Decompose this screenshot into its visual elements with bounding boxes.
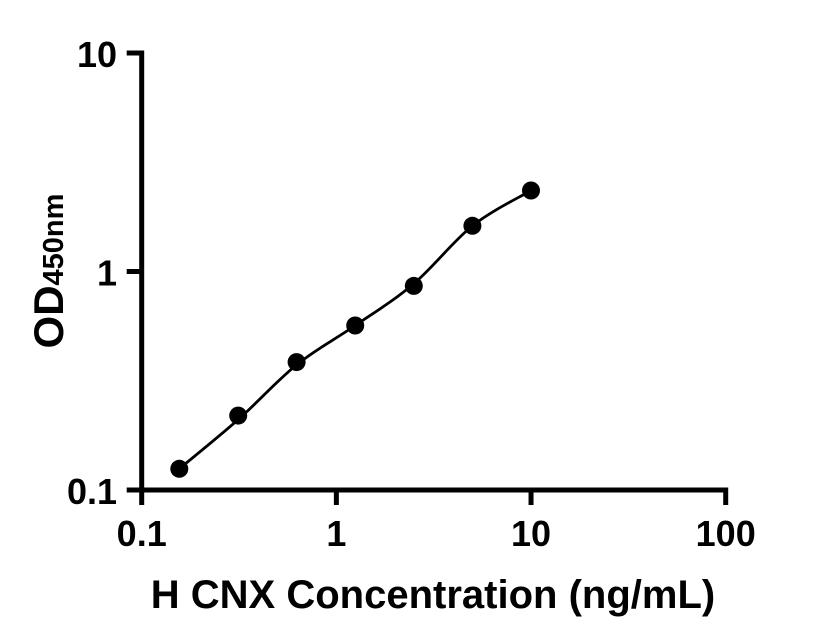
y-axis-title-subscript: 450nm bbox=[38, 194, 70, 286]
x-tick-label: 10 bbox=[511, 513, 551, 554]
data-point bbox=[287, 353, 306, 372]
data-point bbox=[170, 459, 189, 478]
y-tick-label: 10 bbox=[77, 34, 117, 75]
y-tick-label: 1 bbox=[97, 253, 117, 294]
data-point bbox=[463, 216, 482, 235]
y-tick-label: 0.1 bbox=[67, 471, 117, 512]
y-axis-title-main: OD bbox=[25, 285, 72, 348]
x-axis-title: H CNX Concentration (ng/mL) bbox=[151, 573, 715, 617]
data-point bbox=[522, 181, 540, 200]
data-point bbox=[404, 276, 423, 295]
data-point bbox=[229, 406, 248, 425]
data-points bbox=[170, 181, 540, 478]
x-tick-label: 1 bbox=[326, 513, 346, 554]
axis-lines bbox=[126, 50, 729, 505]
x-tick-label: 100 bbox=[696, 513, 756, 554]
tick-labels: 0.1 1 10 0.1 1 10 100 bbox=[67, 34, 756, 554]
data-point bbox=[346, 316, 365, 335]
y-axis-title: OD450nm bbox=[25, 194, 72, 349]
x-tick-label: 0.1 bbox=[117, 513, 167, 554]
plot-axes bbox=[126, 50, 729, 505]
